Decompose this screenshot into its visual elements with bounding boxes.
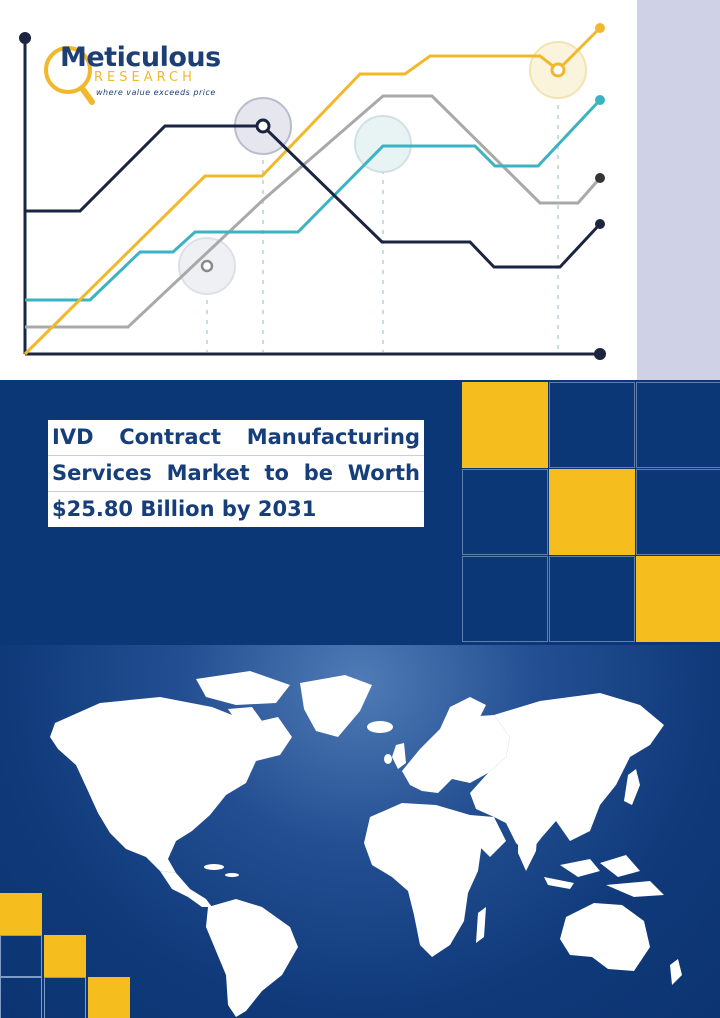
decor-square [462,556,548,642]
dark-series-line [25,124,602,269]
decor-square-yellow [44,935,86,977]
world-map-illustration [50,671,682,1017]
series-end-dot [595,95,605,105]
teal-series-line [25,98,602,302]
axis-end-dot [594,348,606,360]
highlight-halo [354,115,412,173]
decor-square-yellow [636,556,720,642]
brand-logo: Meticulous RESEARCH where value exceeds … [38,40,238,110]
brand-tagline: where value exceeds price [96,88,216,97]
dark-marker [255,118,271,134]
brand-sub: RESEARCH [94,70,196,85]
series-end-dot [595,23,605,33]
gray-series-line [25,94,602,329]
series-end-dot [595,219,605,229]
hero-graphic: Meticulous RESEARCH where value exceeds … [0,0,720,380]
series-end-dot [595,173,605,183]
decor-square [636,382,720,468]
headline-line-1: IVD Contract Manufacturing [48,420,424,456]
decor-square-yellow [88,977,130,1018]
decor-square-yellow [0,893,42,935]
magnifier-logo-icon [44,46,95,105]
yellow-marker [550,62,566,78]
headline-line-2: Services Market to be Worth [48,456,424,492]
world-map-section [0,645,720,1018]
headline-box: IVD Contract Manufacturing Services Mark… [48,420,424,527]
decor-square [0,935,42,977]
decor-square [462,469,548,555]
decorative-line-graph [19,23,606,360]
side-panel [637,0,720,380]
brand-name: Meticulous [60,42,221,73]
decor-square [549,556,635,642]
headline-line-3: $25.80 Billion by 2031 [52,497,317,521]
decor-square [636,469,720,555]
decor-square-yellow [462,382,548,468]
decor-square [0,977,42,1018]
decor-square [549,382,635,468]
decor-square-yellow [549,469,635,555]
decor-square [44,977,86,1018]
axis-end-dot [19,32,31,44]
gray-marker [200,259,214,273]
yellow-series-line [23,26,602,356]
